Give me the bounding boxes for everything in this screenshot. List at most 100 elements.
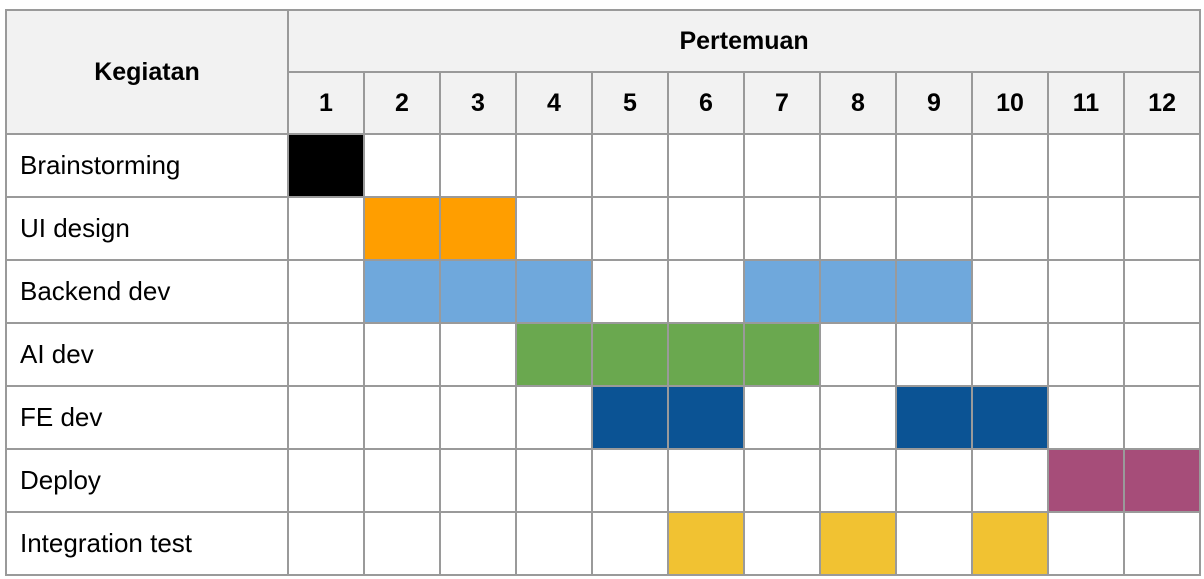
schedule-cell-filled bbox=[287, 133, 365, 198]
schedule-cell-empty bbox=[819, 385, 897, 450]
schedule-cell-empty bbox=[743, 196, 821, 261]
schedule-cell-empty bbox=[515, 448, 593, 513]
task-row: Deploy bbox=[5, 448, 1202, 513]
schedule-cell-filled bbox=[515, 259, 593, 324]
schedule-cell-empty bbox=[1122, 133, 1202, 198]
meeting-number-6: 6 bbox=[667, 71, 745, 135]
task-row: Backend dev bbox=[5, 259, 1202, 324]
task-label: Integration test bbox=[5, 511, 289, 576]
task-row: Brainstorming bbox=[5, 133, 1202, 198]
meeting-number-9: 9 bbox=[895, 71, 973, 135]
schedule-cell-empty bbox=[743, 448, 821, 513]
schedule-cell-empty bbox=[591, 259, 669, 324]
schedule-cell-empty bbox=[439, 448, 517, 513]
schedule-cell-empty bbox=[971, 448, 1049, 513]
schedule-cell-empty bbox=[363, 511, 441, 576]
schedule-cell-empty bbox=[1047, 133, 1125, 198]
schedule-cell-empty bbox=[819, 196, 897, 261]
task-label: Backend dev bbox=[5, 259, 289, 324]
schedule-table: Kegiatan Pertemuan 1 2 3 4 5 6 7 8 9 10 11 12 Brain… bbox=[5, 9, 1202, 576]
schedule-cell-empty bbox=[1047, 511, 1125, 576]
task-row: Integration test bbox=[5, 511, 1202, 576]
meeting-number-3: 3 bbox=[439, 71, 517, 135]
schedule-cell-empty bbox=[439, 511, 517, 576]
schedule-cell-filled bbox=[743, 259, 821, 324]
schedule-cell-filled bbox=[667, 385, 745, 450]
task-row: UI design bbox=[5, 196, 1202, 261]
schedule-cell-empty bbox=[287, 385, 365, 450]
schedule-cell-empty bbox=[591, 448, 669, 513]
schedule-cell-filled bbox=[895, 259, 973, 324]
schedule-cell-filled bbox=[819, 511, 897, 576]
schedule-cell-empty bbox=[1047, 196, 1125, 261]
schedule-cell-empty bbox=[591, 511, 669, 576]
schedule-cell-empty bbox=[363, 133, 441, 198]
schedule-cell-empty bbox=[1047, 385, 1125, 450]
meeting-number-12: 12 bbox=[1122, 71, 1202, 135]
schedule-cell-empty bbox=[895, 511, 973, 576]
schedule-cell-empty bbox=[1122, 196, 1202, 261]
schedule-cell-empty bbox=[895, 196, 973, 261]
schedule-cell-empty bbox=[1047, 322, 1125, 387]
activity-header: Kegiatan bbox=[5, 9, 289, 135]
meeting-number-5: 5 bbox=[591, 71, 669, 135]
meeting-number-7: 7 bbox=[743, 71, 821, 135]
schedule-cell-empty bbox=[971, 322, 1049, 387]
schedule-cell-empty bbox=[819, 322, 897, 387]
schedule-cell-empty bbox=[287, 259, 365, 324]
schedule-cell-empty bbox=[287, 448, 365, 513]
schedule-cell-empty bbox=[363, 448, 441, 513]
schedule-cell-empty bbox=[667, 259, 745, 324]
schedule-cell-empty bbox=[515, 511, 593, 576]
schedule-cell-empty bbox=[667, 448, 745, 513]
schedule-cell-filled bbox=[1122, 448, 1202, 513]
schedule-cell-empty bbox=[591, 196, 669, 261]
schedule-cell-empty bbox=[515, 196, 593, 261]
schedule-cell-filled bbox=[439, 259, 517, 324]
task-label: FE dev bbox=[5, 385, 289, 450]
schedule-cell-empty bbox=[287, 322, 365, 387]
schedule-cell-empty bbox=[895, 322, 973, 387]
schedule-cell-filled bbox=[1047, 448, 1125, 513]
task-label: UI design bbox=[5, 196, 289, 261]
task-label: AI dev bbox=[5, 322, 289, 387]
meeting-number-4: 4 bbox=[515, 71, 593, 135]
schedule-cell-empty bbox=[439, 385, 517, 450]
schedule-cell-empty bbox=[971, 133, 1049, 198]
meeting-number-10: 10 bbox=[971, 71, 1049, 135]
schedule-cell-filled bbox=[743, 322, 821, 387]
schedule-cell-empty bbox=[743, 511, 821, 576]
schedule-cell-filled bbox=[363, 259, 441, 324]
task-label: Deploy bbox=[5, 448, 289, 513]
schedule-cell-empty bbox=[287, 511, 365, 576]
schedule-cell-filled bbox=[971, 511, 1049, 576]
schedule-cell-empty bbox=[363, 322, 441, 387]
schedule-cell-empty bbox=[1047, 259, 1125, 324]
schedule-cell-empty bbox=[591, 133, 669, 198]
meeting-number-1: 1 bbox=[287, 71, 365, 135]
schedule-cell-empty bbox=[667, 133, 745, 198]
schedule-cell-empty bbox=[1122, 322, 1202, 387]
schedule-cell-filled bbox=[515, 322, 593, 387]
schedule-cell-empty bbox=[895, 448, 973, 513]
schedule-cell-filled bbox=[667, 511, 745, 576]
schedule-cell-empty bbox=[287, 196, 365, 261]
schedule-cell-empty bbox=[971, 259, 1049, 324]
schedule-cell-empty bbox=[971, 196, 1049, 261]
schedule-cell-empty bbox=[1122, 259, 1202, 324]
schedule-cell-empty bbox=[1122, 385, 1202, 450]
schedule-cell-empty bbox=[819, 448, 897, 513]
schedule-cell-empty bbox=[1122, 511, 1202, 576]
meeting-number-11: 11 bbox=[1047, 71, 1125, 135]
schedule-cell-empty bbox=[819, 133, 897, 198]
schedule-cell-empty bbox=[363, 385, 441, 450]
schedule-cell-empty bbox=[743, 133, 821, 198]
schedule-cell-empty bbox=[439, 133, 517, 198]
task-row: AI dev bbox=[5, 322, 1202, 387]
meeting-number-8: 8 bbox=[819, 71, 897, 135]
meeting-number-2: 2 bbox=[363, 71, 441, 135]
schedule-cell-filled bbox=[439, 196, 517, 261]
schedule-cell-empty bbox=[895, 133, 973, 198]
schedule-cell-filled bbox=[363, 196, 441, 261]
schedule-cell-empty bbox=[743, 385, 821, 450]
